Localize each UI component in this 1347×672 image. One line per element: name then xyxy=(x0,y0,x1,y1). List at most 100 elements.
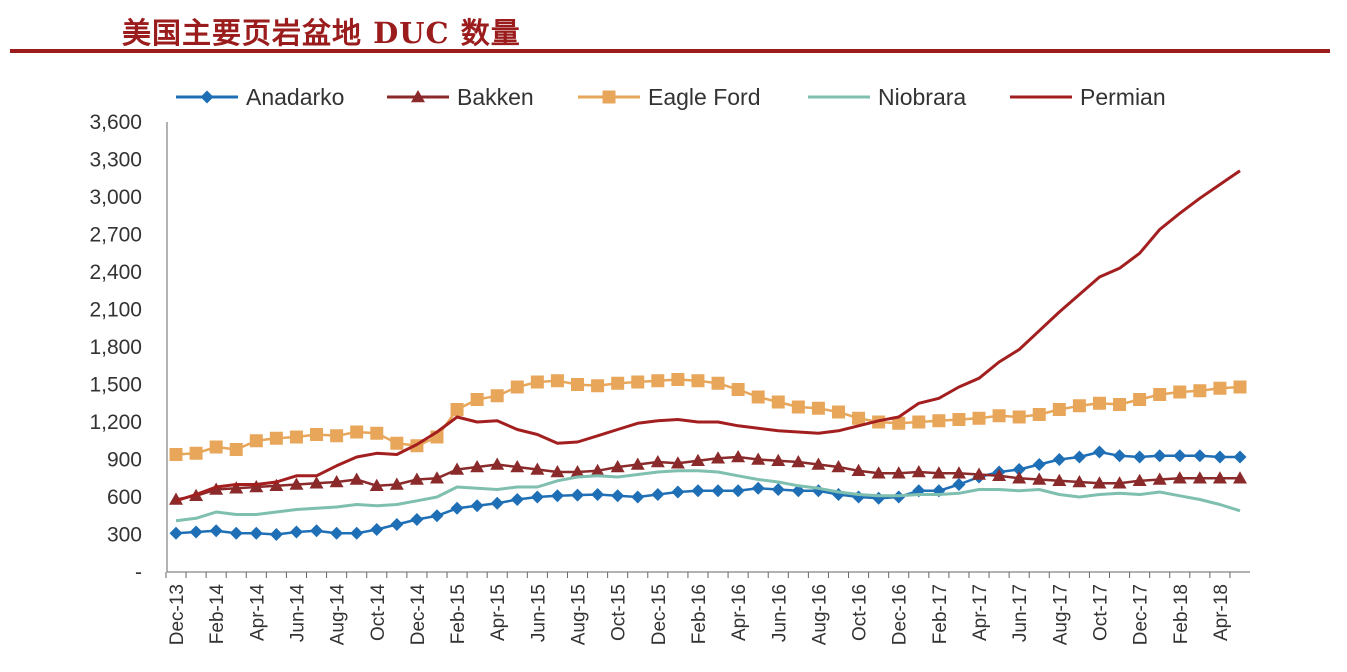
data-point-anadarko xyxy=(1032,458,1046,471)
data-point-bakken xyxy=(931,466,946,479)
data-point-bakken xyxy=(369,478,384,491)
data-point-bakken xyxy=(1092,476,1107,489)
data-point-bakken xyxy=(972,467,987,480)
data-point-eagle-ford xyxy=(831,405,845,419)
data-point-eagle-ford xyxy=(932,414,946,428)
data-point-eagle-ford xyxy=(229,443,243,456)
legend-label-bakken: Bakken xyxy=(457,84,534,110)
data-point-anadarko xyxy=(631,490,645,504)
data-point-bakken xyxy=(530,462,545,475)
data-point-eagle-ford xyxy=(350,425,364,439)
legend-item-permian: Permian xyxy=(1010,84,1166,110)
y-tick-label: 3,600 xyxy=(89,111,142,134)
x-tick-label: Oct-16 xyxy=(850,584,871,641)
data-point-eagle-ford xyxy=(269,431,283,445)
data-point-eagle-ford xyxy=(671,373,685,386)
legend-label-eagle-ford: Eagle Ford xyxy=(648,84,761,110)
data-point-bakken xyxy=(650,455,665,468)
x-tick-label: Dec-17 xyxy=(1131,584,1152,645)
series-permian xyxy=(175,169,1241,503)
y-tick-label: - xyxy=(135,561,142,584)
data-point-eagle-ford xyxy=(450,403,464,416)
data-point-eagle-ford xyxy=(631,375,645,389)
data-point-bakken xyxy=(470,460,485,473)
x-tick-label: Apr-14 xyxy=(247,584,268,641)
data-point-anadarko xyxy=(691,484,705,498)
x-tick-label: Dec-15 xyxy=(649,584,670,645)
data-point-eagle-ford xyxy=(611,376,625,390)
data-point-bakken xyxy=(1172,471,1187,484)
x-tick-label: Apr-17 xyxy=(970,584,991,641)
data-point-eagle-ford xyxy=(550,374,564,388)
data-point-bakken xyxy=(610,460,625,473)
x-tick-label: Feb-17 xyxy=(930,584,951,644)
legend-label-niobrara: Niobrara xyxy=(878,84,966,110)
x-tick-label: Oct-17 xyxy=(1090,584,1111,641)
data-point-bakken xyxy=(349,472,364,485)
data-point-bakken xyxy=(309,476,324,489)
y-tick-label: 1,800 xyxy=(89,336,142,359)
data-point-eagle-ford xyxy=(992,409,1006,423)
x-tick-label: Jun-15 xyxy=(528,584,549,642)
data-point-eagle-ford xyxy=(390,436,404,450)
data-point-bakken xyxy=(711,451,726,464)
data-point-bakken xyxy=(409,472,424,485)
data-point-anadarko xyxy=(651,488,665,501)
data-point-bakken xyxy=(871,466,886,479)
x-tick-label: Feb-18 xyxy=(1171,584,1192,644)
data-point-anadarko xyxy=(370,523,384,536)
data-point-eagle-ford xyxy=(310,428,324,441)
data-point-bakken xyxy=(570,465,585,478)
legend-label-anadarko: Anadarko xyxy=(246,84,344,110)
title-underline xyxy=(10,49,1330,53)
data-point-bakken xyxy=(1052,473,1067,486)
legend-marker-bakken xyxy=(411,90,425,103)
data-point-bakken xyxy=(209,482,224,495)
data-point-eagle-ford xyxy=(209,440,223,454)
data-point-bakken xyxy=(811,457,826,470)
data-point-anadarko xyxy=(751,481,765,495)
x-tick-label: Feb-14 xyxy=(207,584,228,645)
data-point-bakken xyxy=(1212,471,1227,484)
x-tick-label: Aug-17 xyxy=(1050,584,1071,645)
data-point-eagle-ford xyxy=(1153,388,1167,401)
data-point-bakken xyxy=(1233,471,1247,484)
data-point-bakken xyxy=(670,456,685,469)
data-point-anadarko xyxy=(731,484,745,498)
series-niobrara xyxy=(175,469,1241,523)
data-point-anadarko xyxy=(1193,449,1207,463)
x-tick-label: Aug-16 xyxy=(809,584,830,645)
x-tick-label: Jun-17 xyxy=(1010,584,1031,642)
data-point-eagle-ford xyxy=(370,426,384,440)
data-point-anadarko xyxy=(1012,463,1026,476)
x-tick-label: Jun-14 xyxy=(287,584,308,643)
x-tick-label: Aug-14 xyxy=(328,584,349,646)
data-point-bakken xyxy=(891,466,906,479)
data-point-anadarko xyxy=(530,490,544,504)
data-point-bakken xyxy=(771,453,786,466)
y-tick-label: 900 xyxy=(107,449,142,472)
series-line-anadarko xyxy=(175,450,1240,536)
data-point-anadarko xyxy=(571,488,585,502)
x-tick-label: Apr-18 xyxy=(1211,584,1232,641)
data-point-eagle-ford xyxy=(189,446,203,460)
data-point-bakken xyxy=(751,452,766,465)
y-tick-label: 3,000 xyxy=(89,186,142,209)
data-point-anadarko xyxy=(189,525,203,539)
data-point-bakken xyxy=(1072,475,1087,488)
y-tick-label: 2,400 xyxy=(89,261,142,284)
data-point-bakken xyxy=(791,455,806,468)
data-point-eagle-ford xyxy=(530,375,544,389)
data-point-eagle-ford xyxy=(1193,384,1207,398)
data-point-bakken xyxy=(992,468,1007,481)
data-point-eagle-ford xyxy=(510,380,524,394)
y-tick-label: 2,100 xyxy=(89,299,142,322)
data-point-eagle-ford xyxy=(972,411,986,425)
data-point-bakken xyxy=(289,477,304,490)
data-point-anadarko xyxy=(811,484,825,498)
data-point-bakken xyxy=(269,478,284,491)
data-point-bakken xyxy=(1032,472,1047,485)
data-point-anadarko xyxy=(771,483,785,496)
data-point-anadarko xyxy=(1173,449,1187,463)
